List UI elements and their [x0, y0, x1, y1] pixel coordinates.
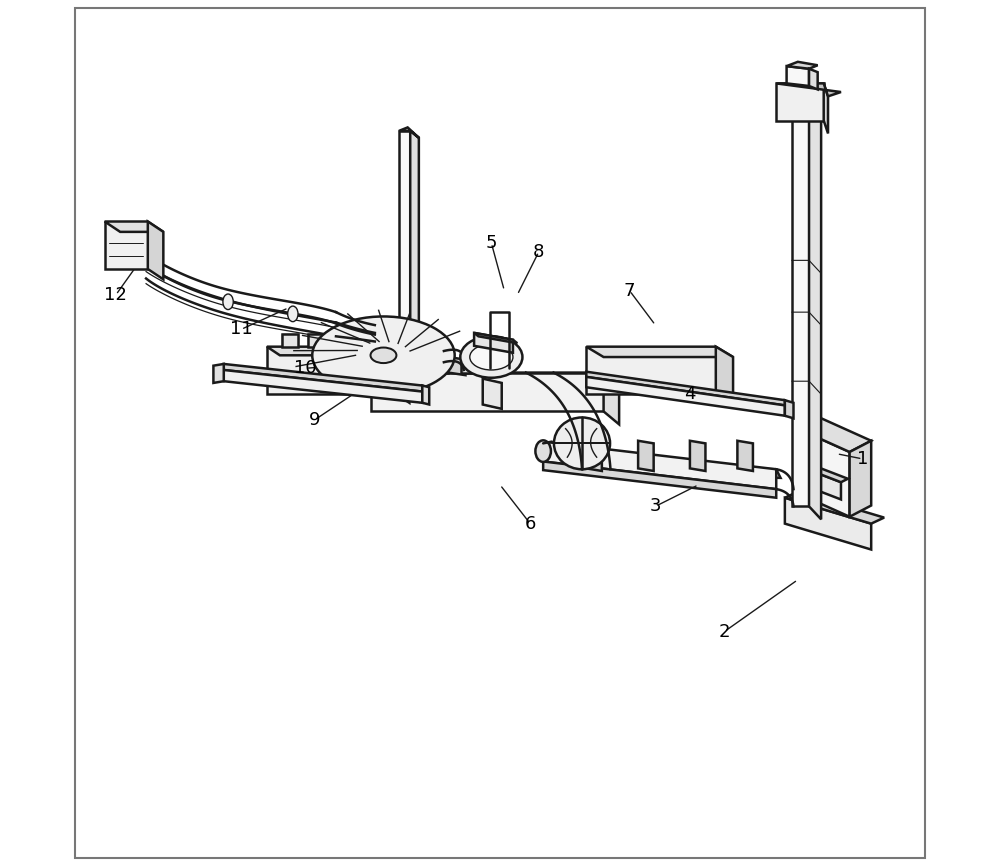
Ellipse shape	[312, 316, 455, 394]
Polygon shape	[638, 441, 654, 471]
Polygon shape	[604, 372, 619, 424]
Polygon shape	[787, 66, 809, 86]
Polygon shape	[371, 372, 619, 385]
Polygon shape	[410, 131, 419, 401]
Text: 7: 7	[624, 281, 635, 300]
Polygon shape	[586, 346, 716, 394]
Ellipse shape	[288, 306, 298, 321]
Text: 12: 12	[104, 286, 127, 304]
Polygon shape	[737, 441, 753, 471]
Polygon shape	[586, 377, 785, 416]
Polygon shape	[474, 333, 513, 352]
Polygon shape	[461, 357, 483, 372]
Polygon shape	[716, 346, 733, 404]
Polygon shape	[448, 357, 465, 375]
Polygon shape	[690, 441, 705, 471]
Text: 9: 9	[309, 411, 320, 429]
Text: 2: 2	[719, 623, 730, 641]
Polygon shape	[105, 222, 163, 232]
Polygon shape	[334, 333, 350, 346]
Polygon shape	[105, 222, 148, 269]
Text: 10: 10	[294, 359, 317, 378]
Polygon shape	[586, 346, 733, 357]
Polygon shape	[371, 372, 604, 411]
Text: 6: 6	[525, 514, 536, 533]
Polygon shape	[776, 83, 824, 120]
Polygon shape	[785, 492, 884, 524]
Text: 1: 1	[857, 450, 868, 468]
Polygon shape	[787, 61, 818, 68]
Text: 3: 3	[650, 497, 661, 515]
Polygon shape	[792, 100, 821, 118]
Ellipse shape	[371, 347, 396, 363]
Polygon shape	[427, 357, 448, 372]
Polygon shape	[396, 346, 409, 403]
Polygon shape	[785, 400, 793, 418]
Polygon shape	[414, 357, 431, 375]
Polygon shape	[474, 333, 517, 343]
Polygon shape	[399, 131, 410, 394]
Polygon shape	[776, 83, 841, 96]
Ellipse shape	[460, 336, 522, 378]
Text: 8: 8	[533, 242, 545, 261]
Polygon shape	[267, 346, 396, 394]
Polygon shape	[824, 83, 828, 133]
Polygon shape	[586, 372, 785, 405]
Polygon shape	[543, 462, 776, 498]
Polygon shape	[792, 105, 809, 507]
Ellipse shape	[554, 417, 610, 469]
Ellipse shape	[470, 344, 513, 370]
Polygon shape	[809, 68, 818, 89]
Polygon shape	[543, 442, 781, 478]
Text: 11: 11	[230, 320, 252, 339]
Polygon shape	[224, 364, 422, 391]
Polygon shape	[282, 333, 298, 346]
Polygon shape	[807, 466, 848, 482]
Polygon shape	[798, 417, 871, 452]
Ellipse shape	[223, 294, 233, 309]
Polygon shape	[267, 346, 409, 355]
Polygon shape	[392, 357, 414, 372]
Polygon shape	[483, 378, 502, 409]
Text: 5: 5	[486, 234, 497, 252]
Polygon shape	[308, 333, 324, 346]
Polygon shape	[422, 385, 429, 404]
Polygon shape	[148, 222, 163, 280]
Polygon shape	[807, 469, 841, 500]
Polygon shape	[543, 442, 776, 489]
Polygon shape	[399, 127, 419, 138]
Polygon shape	[586, 441, 602, 471]
Polygon shape	[785, 498, 871, 550]
Text: 4: 4	[684, 385, 696, 404]
Ellipse shape	[535, 440, 551, 462]
Polygon shape	[213, 364, 224, 383]
Polygon shape	[809, 105, 821, 520]
Polygon shape	[850, 441, 871, 517]
Polygon shape	[798, 429, 850, 517]
Polygon shape	[360, 333, 376, 346]
Polygon shape	[224, 370, 422, 403]
Polygon shape	[483, 357, 500, 375]
